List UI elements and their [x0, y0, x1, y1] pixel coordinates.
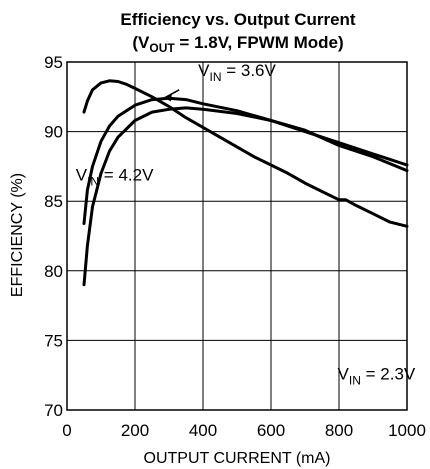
y-tick-labels: 70 75 80 85 90 95	[44, 53, 63, 420]
series-label-3: VIN = 4.2V	[76, 165, 154, 188]
series-line-2	[82, 96, 409, 225]
y-axis-label: EFFICIENCY (%)	[9, 173, 26, 297]
x-axis-label: OUTPUT CURRENT (mA)	[144, 450, 331, 467]
series-label-arrowhead	[163, 93, 172, 102]
x-tick-label: 400	[189, 421, 217, 440]
series-label-prefix: V	[198, 61, 210, 80]
series-line-3	[82, 106, 409, 287]
y-tick-label: 95	[44, 53, 63, 72]
series-label-1: VIN = 2.3V	[338, 364, 416, 387]
y-tick-label: 80	[44, 262, 63, 281]
series-label-2: VIN = 3.6V	[198, 61, 276, 84]
series-label-suffix: = 4.2V	[99, 165, 154, 184]
series-label-sub: IN	[209, 70, 221, 84]
y-tick-label: 75	[44, 331, 63, 350]
series-label-suffix: = 2.3V	[361, 364, 416, 383]
chart-title-line1: Efficiency vs. Output Current	[120, 10, 356, 29]
series-label-sub: IN	[87, 174, 99, 188]
x-tick-label: 1000	[388, 421, 426, 440]
y-tick-label: 85	[44, 192, 63, 211]
y-tick-label: 90	[44, 123, 63, 142]
x-tick-label: 0	[62, 421, 71, 440]
x-tick-label: 200	[121, 421, 149, 440]
chart-title-line2-prefix: (V	[132, 33, 150, 52]
chart-title-line2-sub: OUT	[149, 41, 175, 55]
series-label-prefix: V	[338, 364, 350, 383]
series-line-1	[82, 79, 409, 228]
plot-frame	[66, 61, 408, 411]
chart-title-line2-suffix: = 1.8V, FPWM Mode)	[175, 33, 344, 52]
x-tick-label: 800	[325, 421, 353, 440]
chart-title-line2: (VOUT = 1.8V, FPWM Mode)	[132, 33, 343, 55]
y-tick-label: 70	[44, 401, 63, 420]
series-label-sub: IN	[349, 373, 361, 387]
x-tick-labels: 0 200 400 600 800 1000	[62, 421, 426, 440]
series-label-suffix: = 3.6V	[221, 61, 276, 80]
x-tick-label: 600	[257, 421, 285, 440]
series-label-prefix: V	[76, 165, 88, 184]
